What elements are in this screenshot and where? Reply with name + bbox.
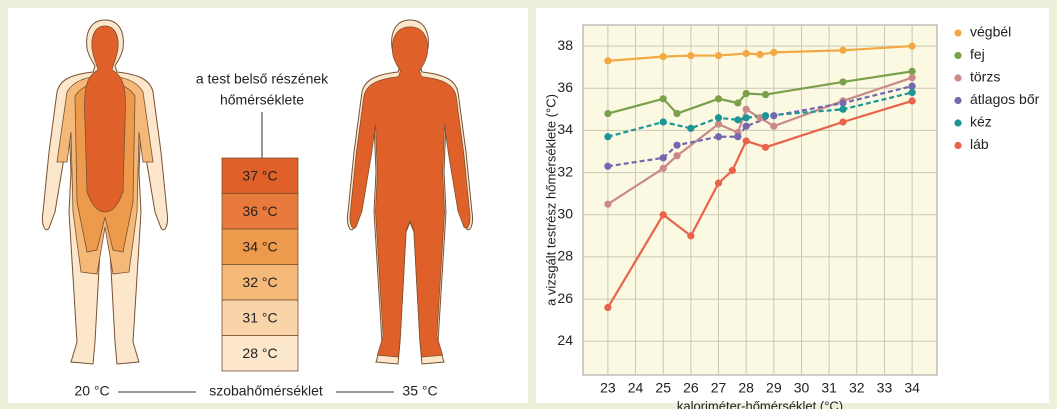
data-point [909, 89, 916, 96]
x-tick-label: 24 [628, 380, 644, 396]
scale-label: 36 °C [242, 203, 277, 219]
data-point [743, 123, 750, 130]
scale-label: 31 °C [242, 309, 277, 325]
y-axis-label: a vizsgált testrész hőmérséklete (°C) [543, 94, 558, 306]
data-point [839, 99, 846, 106]
legend-label: átlagos bőr [970, 91, 1040, 107]
left-temp: 20 °C [74, 383, 109, 399]
figure: a test belső részének hőmérséklete 20 °C… [0, 0, 1057, 409]
y-tick-label: 24 [557, 332, 573, 348]
data-point [770, 49, 777, 56]
data-point [673, 110, 680, 117]
data-point [604, 57, 611, 64]
x-tick-label: 25 [655, 380, 671, 396]
x-tick-label: 30 [794, 380, 810, 396]
data-point [673, 142, 680, 149]
y-tick-label: 32 [557, 163, 573, 179]
data-point [660, 154, 667, 161]
scale-label: 28 °C [242, 345, 277, 361]
legend-marker [954, 52, 961, 59]
data-point [743, 106, 750, 113]
scale-label: 32 °C [242, 274, 277, 290]
data-point [604, 110, 611, 117]
data-point [715, 133, 722, 140]
data-point [839, 78, 846, 85]
caption-line: hőmérséklete [220, 92, 304, 108]
y-tick-label: 26 [557, 290, 573, 306]
y-tick-label: 34 [557, 121, 573, 137]
data-point [734, 99, 741, 106]
y-tick-label: 30 [557, 205, 573, 221]
data-point [687, 232, 694, 239]
data-point [839, 47, 846, 54]
data-point [839, 106, 846, 113]
data-point [770, 123, 777, 130]
data-point [715, 95, 722, 102]
data-point [762, 144, 769, 151]
right-temp: 35 °C [402, 383, 437, 399]
x-tick-label: 29 [766, 380, 782, 396]
data-point [743, 114, 750, 121]
data-point [743, 50, 750, 57]
caption-line: a test belső részének [196, 71, 329, 87]
x-tick-label: 28 [738, 380, 754, 396]
legend-label: végbél [970, 24, 1011, 40]
legend-marker [954, 29, 961, 36]
data-point [673, 152, 680, 159]
data-point [909, 83, 916, 90]
data-point [660, 95, 667, 102]
legend-label: törzs [970, 69, 1000, 85]
data-point [734, 116, 741, 123]
data-point [604, 133, 611, 140]
x-tick-label: 26 [683, 380, 699, 396]
data-point [729, 167, 736, 174]
legend-marker [954, 74, 961, 81]
data-point [715, 120, 722, 127]
y-tick-label: 38 [557, 37, 573, 53]
x-tick-label: 23 [600, 380, 616, 396]
data-point [604, 201, 611, 208]
data-point [839, 118, 846, 125]
x-axis-label: kaloriméter-hőmérséklet (°C) [677, 398, 843, 409]
scale-label: 37 °C [242, 167, 277, 183]
data-point [715, 180, 722, 187]
y-tick-label: 36 [557, 79, 573, 95]
data-point [743, 90, 750, 97]
legend-marker [954, 142, 961, 149]
data-point [734, 133, 741, 140]
data-point [660, 53, 667, 60]
data-point [770, 112, 777, 119]
data-point [909, 68, 916, 75]
x-tick-label: 33 [877, 380, 893, 396]
plot-area [583, 25, 937, 375]
data-point [660, 118, 667, 125]
legend-marker [954, 97, 961, 104]
data-point [762, 91, 769, 98]
legend-label: fej [970, 46, 985, 62]
data-point [604, 163, 611, 170]
data-point [909, 97, 916, 104]
data-point [687, 52, 694, 59]
data-point [660, 211, 667, 218]
data-point [715, 114, 722, 121]
data-point [756, 51, 763, 58]
x-tick-label: 27 [711, 380, 727, 396]
data-point [660, 165, 667, 172]
legend-marker [954, 119, 961, 126]
data-point [909, 74, 916, 81]
y-tick-label: 28 [557, 248, 573, 264]
data-point [762, 112, 769, 119]
x-tick-label: 31 [821, 380, 837, 396]
room-label: szobahőmérséklet [209, 383, 323, 399]
data-point [687, 125, 694, 132]
x-tick-label: 32 [849, 380, 865, 396]
legend-label: láb [970, 136, 989, 152]
legend-label: kéz [970, 114, 992, 130]
x-tick-label: 34 [904, 380, 920, 396]
scale-label: 34 °C [242, 238, 277, 254]
data-point [743, 137, 750, 144]
data-point [909, 42, 916, 49]
data-point [604, 304, 611, 311]
data-point [715, 52, 722, 59]
